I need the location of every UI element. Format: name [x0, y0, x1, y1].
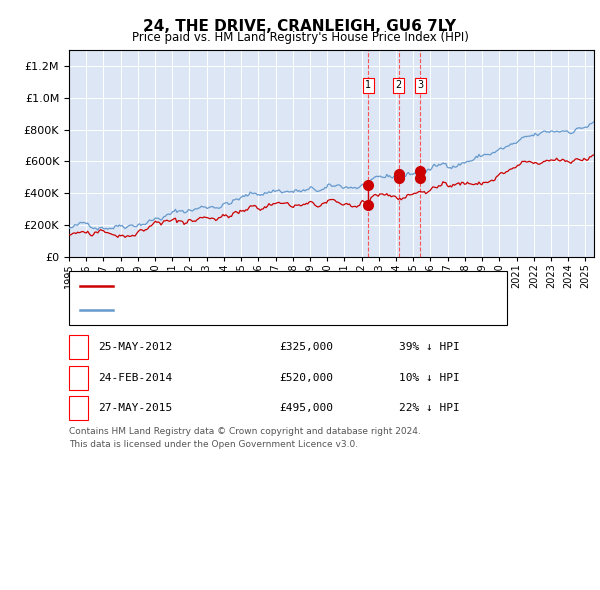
Text: 10% ↓ HPI: 10% ↓ HPI — [399, 373, 460, 382]
Text: 27-MAY-2015: 27-MAY-2015 — [98, 404, 172, 413]
Text: 1: 1 — [75, 342, 82, 352]
Text: HPI: Average price, detached house, Waverley: HPI: Average price, detached house, Wave… — [119, 305, 360, 315]
Text: This data is licensed under the Open Government Licence v3.0.: This data is licensed under the Open Gov… — [69, 440, 358, 448]
Text: 24, THE DRIVE, CRANLEIGH, GU6 7LY (detached house): 24, THE DRIVE, CRANLEIGH, GU6 7LY (detac… — [119, 281, 405, 291]
Text: Contains HM Land Registry data © Crown copyright and database right 2024.: Contains HM Land Registry data © Crown c… — [69, 427, 421, 435]
Text: 39% ↓ HPI: 39% ↓ HPI — [399, 342, 460, 352]
Text: £495,000: £495,000 — [279, 404, 333, 413]
Text: 24, THE DRIVE, CRANLEIGH, GU6 7LY: 24, THE DRIVE, CRANLEIGH, GU6 7LY — [143, 19, 457, 34]
Text: £325,000: £325,000 — [279, 342, 333, 352]
Text: 2: 2 — [75, 373, 82, 382]
Text: 3: 3 — [75, 404, 82, 413]
Text: 22% ↓ HPI: 22% ↓ HPI — [399, 404, 460, 413]
Text: 25-MAY-2012: 25-MAY-2012 — [98, 342, 172, 352]
Text: £520,000: £520,000 — [279, 373, 333, 382]
Text: 24-FEB-2014: 24-FEB-2014 — [98, 373, 172, 382]
Text: Price paid vs. HM Land Registry's House Price Index (HPI): Price paid vs. HM Land Registry's House … — [131, 31, 469, 44]
Text: 1: 1 — [365, 80, 371, 90]
Text: 2: 2 — [395, 80, 402, 90]
Text: 3: 3 — [417, 80, 423, 90]
